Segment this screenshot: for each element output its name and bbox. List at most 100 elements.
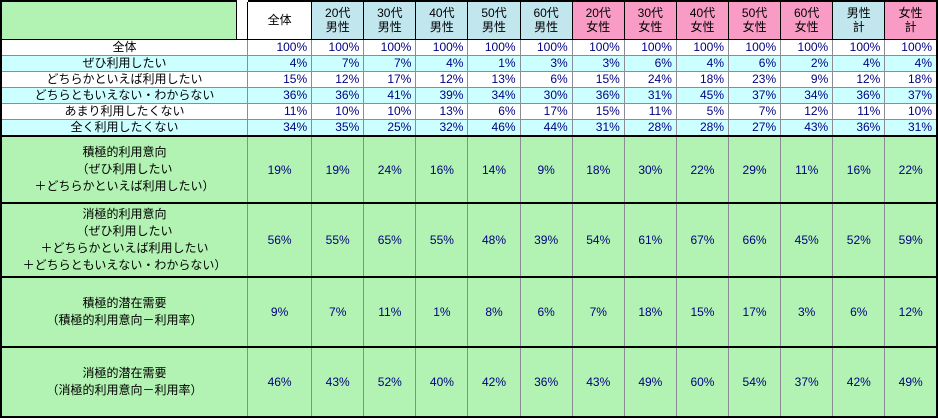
- row-label: 全体: [0, 38, 249, 56]
- row-label: ぜひ利用したい: [0, 54, 249, 72]
- value-cell: 4%: [884, 54, 938, 72]
- value-cell: 28%: [675, 118, 730, 137]
- value-cell: 23%: [728, 70, 782, 88]
- value-cell: 17%: [519, 102, 573, 120]
- value-cell: 2%: [780, 54, 834, 72]
- column-header: 60代 女性: [780, 0, 834, 40]
- value-cell: 6%: [623, 54, 677, 72]
- value-cell: 67%: [675, 202, 730, 278]
- value-cell: 30%: [623, 135, 677, 204]
- value-cell: 4%: [675, 54, 730, 72]
- value-cell: 11%: [832, 102, 886, 120]
- column-header: 女性 計: [884, 0, 938, 40]
- value-cell: 100%: [415, 38, 469, 56]
- column-header: 30代 男性: [363, 0, 417, 40]
- value-cell: 56%: [247, 202, 313, 278]
- table-row: どちらかといえば利用したい 15% 12% 17% 12% 13% 6% 15% 24% 18% 2…: [0, 70, 938, 88]
- value-cell: 16%: [832, 135, 886, 204]
- value-cell: 13%: [415, 102, 469, 120]
- value-cell: 15%: [247, 70, 313, 88]
- table-row: 積極的潜在需要 （積極的利用意向－利用率） 9% 7% 11% 1% 8% 6% 7% 18% 1…: [0, 276, 938, 348]
- value-cell: 12%: [780, 102, 834, 120]
- value-cell: 39%: [519, 202, 573, 278]
- value-cell: 66%: [728, 202, 782, 278]
- value-cell: 45%: [675, 86, 730, 104]
- row-label: 積極的利用意向 （ぜひ利用したい ＋どちらかといえば利用したい）: [0, 135, 249, 204]
- value-cell: 16%: [415, 135, 469, 204]
- table-row: 消極的利用意向 （ぜひ利用したい ＋どちらかといえば利用したい ＋どちらともいえ…: [0, 202, 938, 278]
- table-row: 全く利用したくない 34% 35% 25% 32% 46% 44% 31% 28% 28% 27% 4…: [0, 118, 938, 137]
- value-cell: 19%: [311, 135, 365, 204]
- value-cell: 6%: [519, 70, 573, 88]
- value-cell: 43%: [780, 118, 834, 137]
- row-label: どちらかといえば利用したい: [0, 70, 249, 88]
- value-cell: 55%: [311, 202, 365, 278]
- column-header: 50代 女性: [728, 0, 782, 40]
- column-header: 30代 女性: [623, 0, 677, 40]
- value-cell: 43%: [571, 346, 625, 418]
- value-cell: 34%: [780, 86, 834, 104]
- row-label: どちらともいえない・わからない: [0, 86, 249, 104]
- value-cell: 12%: [832, 70, 886, 88]
- value-cell: 32%: [415, 118, 469, 137]
- value-cell: 15%: [571, 102, 625, 120]
- value-cell: 6%: [728, 54, 782, 72]
- header-row: 全体 20代 男性 30代 男性 40代 男性 50代 男性 60代 男性 20代 女性 30…: [0, 0, 938, 40]
- value-cell: 15%: [571, 70, 625, 88]
- value-cell: 14%: [467, 135, 521, 204]
- value-cell: 1%: [467, 54, 521, 72]
- value-cell: 100%: [780, 38, 834, 56]
- value-cell: 31%: [623, 86, 677, 104]
- value-cell: 18%: [571, 135, 625, 204]
- value-cell: 36%: [311, 86, 365, 104]
- value-cell: 13%: [467, 70, 521, 88]
- value-cell: 34%: [247, 118, 313, 137]
- table-header: 全体 20代 男性 30代 男性 40代 男性 50代 男性 60代 男性 20代 女性 30…: [0, 0, 938, 40]
- value-cell: 18%: [623, 276, 677, 348]
- value-cell: 52%: [832, 202, 886, 278]
- column-header: 40代 女性: [675, 0, 730, 40]
- value-cell: 60%: [675, 346, 730, 418]
- value-cell: 29%: [728, 135, 782, 204]
- table-row: 全体 100% 100% 100% 100% 100% 100% 100% 100% 100% 10…: [0, 38, 938, 56]
- value-cell: 37%: [884, 86, 938, 104]
- row-label: 消極的潜在需要 （消極的利用意向－利用率）: [0, 346, 249, 418]
- row-label: 全く利用したくない: [0, 118, 249, 137]
- value-cell: 100%: [247, 38, 313, 56]
- row-label: 積極的潜在需要 （積極的利用意向－利用率）: [0, 276, 249, 348]
- value-cell: 52%: [363, 346, 417, 418]
- value-cell: 100%: [884, 38, 938, 56]
- value-cell: 61%: [623, 202, 677, 278]
- value-cell: 3%: [519, 54, 573, 72]
- column-header: 20代 女性: [571, 0, 625, 40]
- value-cell: 39%: [415, 86, 469, 104]
- table-row: どちらともいえない・わからない 36% 36% 41% 39% 34% 30% 36% 31% 4…: [0, 86, 938, 104]
- value-cell: 11%: [363, 276, 417, 348]
- value-cell: 59%: [884, 202, 938, 278]
- value-cell: 41%: [363, 86, 417, 104]
- row-label: 消極的利用意向 （ぜひ利用したい ＋どちらかといえば利用したい ＋どちらともいえ…: [0, 202, 249, 278]
- value-cell: 12%: [415, 70, 469, 88]
- value-cell: 100%: [675, 38, 730, 56]
- value-cell: 7%: [571, 276, 625, 348]
- value-cell: 12%: [311, 70, 365, 88]
- value-cell: 6%: [832, 276, 886, 348]
- column-header: 20代 男性: [311, 0, 365, 40]
- value-cell: 100%: [728, 38, 782, 56]
- value-cell: 40%: [415, 346, 469, 418]
- value-cell: 54%: [571, 202, 625, 278]
- value-cell: 46%: [247, 346, 313, 418]
- value-cell: 34%: [467, 86, 521, 104]
- value-cell: 65%: [363, 202, 417, 278]
- header-spacer-cell: [235, 0, 249, 40]
- value-cell: 10%: [363, 102, 417, 120]
- value-cell: 7%: [311, 276, 365, 348]
- value-cell: 18%: [675, 70, 730, 88]
- table-row: あまり利用したくない 11% 10% 10% 13% 6% 17% 15% 11% 5% 7% 12%…: [0, 102, 938, 120]
- value-cell: 36%: [571, 86, 625, 104]
- value-cell: 3%: [780, 276, 834, 348]
- value-cell: 37%: [780, 346, 834, 418]
- value-cell: 17%: [363, 70, 417, 88]
- value-cell: 10%: [884, 102, 938, 120]
